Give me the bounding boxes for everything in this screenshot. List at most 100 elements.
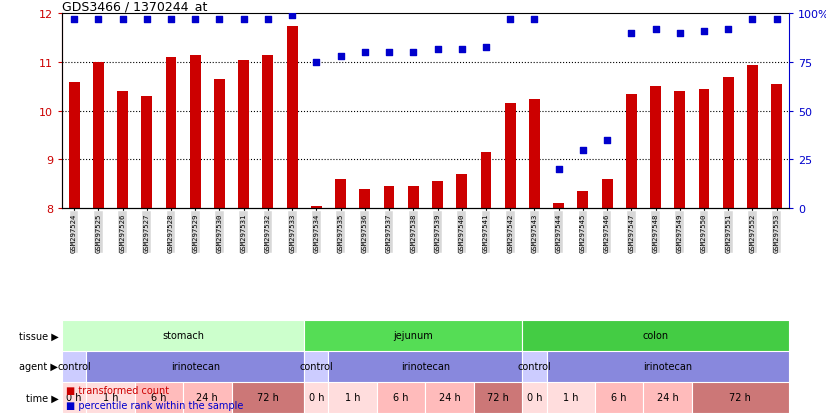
Text: 72 h: 72 h: [487, 392, 509, 403]
Text: 1 h: 1 h: [345, 392, 360, 403]
Text: 72 h: 72 h: [729, 392, 752, 403]
Bar: [626, 95, 637, 209]
Point: [722, 27, 735, 33]
Text: 0 h: 0 h: [309, 392, 324, 403]
Point: [431, 46, 444, 53]
Bar: [335, 179, 346, 209]
Point: [237, 17, 250, 24]
Text: tissue ▶: tissue ▶: [18, 330, 59, 341]
Point: [213, 17, 226, 24]
Text: time ▶: time ▶: [26, 392, 59, 403]
Point: [577, 147, 590, 154]
Point: [624, 31, 638, 37]
Point: [455, 46, 468, 53]
Point: [68, 17, 81, 24]
Text: colon: colon: [643, 330, 668, 341]
Text: 0 h: 0 h: [66, 392, 82, 403]
Bar: [674, 92, 686, 209]
Bar: [117, 92, 128, 209]
Bar: [377, 382, 425, 413]
Text: agent ▶: agent ▶: [20, 361, 59, 372]
Point: [552, 166, 565, 173]
Bar: [238, 61, 249, 209]
Bar: [287, 26, 297, 209]
Bar: [432, 182, 443, 209]
Bar: [692, 382, 789, 413]
Bar: [553, 204, 564, 209]
Bar: [93, 63, 104, 209]
Bar: [481, 153, 491, 209]
Bar: [522, 351, 547, 382]
Bar: [359, 189, 370, 209]
Text: irinotecan: irinotecan: [643, 361, 692, 372]
Bar: [62, 351, 86, 382]
Point: [164, 17, 178, 24]
Point: [504, 17, 517, 24]
Bar: [62, 382, 86, 413]
Bar: [214, 80, 225, 209]
Point: [358, 50, 372, 57]
Text: 24 h: 24 h: [197, 392, 218, 403]
Text: 1 h: 1 h: [563, 392, 578, 403]
Text: GDS3466 / 1370244_at: GDS3466 / 1370244_at: [62, 0, 207, 13]
Point: [746, 17, 759, 24]
Bar: [329, 382, 377, 413]
Point: [673, 31, 686, 37]
Text: 6 h: 6 h: [611, 392, 627, 403]
Point: [528, 17, 541, 24]
Bar: [723, 78, 733, 209]
Bar: [474, 382, 522, 413]
Bar: [311, 206, 322, 209]
Point: [310, 59, 323, 66]
Text: 6 h: 6 h: [151, 392, 167, 403]
Bar: [304, 382, 329, 413]
Bar: [529, 100, 540, 209]
Point: [188, 17, 202, 24]
Bar: [643, 382, 692, 413]
Bar: [547, 382, 595, 413]
Bar: [263, 56, 273, 209]
Text: 6 h: 6 h: [393, 392, 409, 403]
Bar: [86, 351, 304, 382]
Bar: [329, 351, 522, 382]
Bar: [408, 187, 419, 209]
Bar: [304, 320, 522, 351]
Bar: [505, 104, 515, 209]
Text: 72 h: 72 h: [257, 392, 279, 403]
Text: control: control: [518, 361, 551, 372]
Text: 24 h: 24 h: [657, 392, 678, 403]
Bar: [231, 382, 304, 413]
Point: [697, 28, 710, 35]
Bar: [601, 179, 613, 209]
Bar: [577, 192, 588, 209]
Point: [649, 27, 662, 33]
Text: 24 h: 24 h: [439, 392, 460, 403]
Point: [479, 44, 492, 51]
Point: [140, 17, 154, 24]
Bar: [522, 382, 547, 413]
Bar: [595, 382, 643, 413]
Point: [116, 17, 129, 24]
Point: [261, 17, 274, 24]
Text: jejunum: jejunum: [393, 330, 433, 341]
Point: [601, 137, 614, 144]
Bar: [547, 351, 789, 382]
Text: 1 h: 1 h: [102, 392, 118, 403]
Text: ■ transformed count: ■ transformed count: [66, 385, 169, 395]
Bar: [62, 320, 304, 351]
Point: [92, 17, 105, 24]
Text: control: control: [57, 361, 91, 372]
Bar: [383, 187, 395, 209]
Bar: [183, 382, 231, 413]
Point: [334, 54, 347, 60]
Text: control: control: [300, 361, 333, 372]
Bar: [69, 83, 79, 209]
Bar: [141, 97, 152, 209]
Text: 0 h: 0 h: [527, 392, 542, 403]
Bar: [135, 382, 183, 413]
Point: [382, 50, 396, 57]
Bar: [747, 65, 758, 209]
Text: stomach: stomach: [162, 330, 204, 341]
Point: [286, 13, 299, 20]
Bar: [190, 56, 201, 209]
